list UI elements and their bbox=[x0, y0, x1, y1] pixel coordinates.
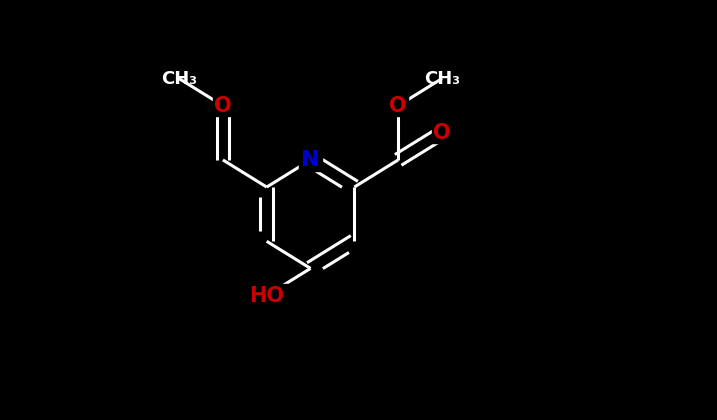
Bar bbox=[432, 123, 452, 143]
Text: O: O bbox=[214, 96, 232, 116]
Text: O: O bbox=[433, 123, 451, 143]
Text: CH₃: CH₃ bbox=[424, 70, 460, 88]
Text: O: O bbox=[389, 96, 407, 116]
Text: CH₃: CH₃ bbox=[161, 70, 197, 88]
Bar bbox=[213, 96, 233, 116]
Text: HO: HO bbox=[250, 286, 284, 305]
Bar bbox=[299, 148, 322, 171]
Bar bbox=[388, 96, 408, 116]
Bar bbox=[246, 284, 288, 307]
Text: N: N bbox=[301, 150, 320, 170]
